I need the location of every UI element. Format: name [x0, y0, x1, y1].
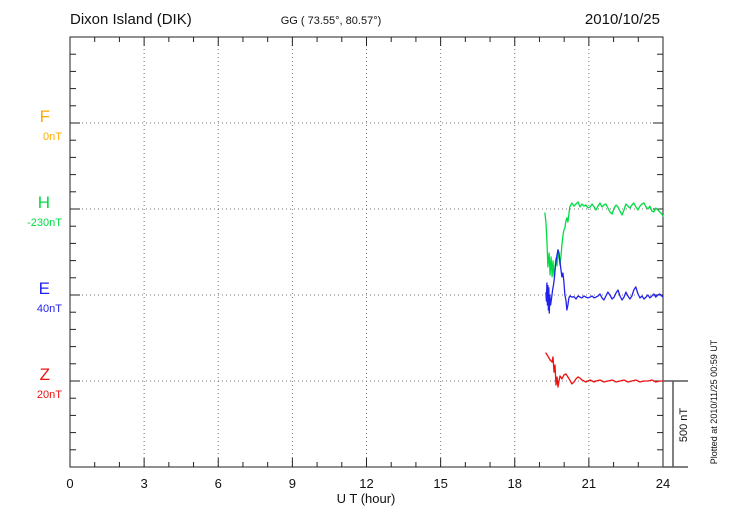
x-tick-label: 21 — [582, 476, 596, 491]
x-tick-label: 0 — [66, 476, 73, 491]
x-tick-label: 24 — [656, 476, 670, 491]
trace-Z — [545, 352, 664, 388]
x-tick-label: 3 — [141, 476, 148, 491]
station-title: Dixon Island (DIK) — [70, 11, 192, 28]
x-tick-label: 15 — [433, 476, 447, 491]
date-label: 2010/10/25 — [584, 11, 660, 28]
trace-H — [544, 201, 664, 278]
x-tick-label: 9 — [289, 476, 296, 491]
x-tick-label: 12 — [359, 476, 373, 491]
plotted-at-note: Plotted at 2010/11/25 00:59 UT — [709, 339, 719, 465]
coords-label: GG ( 73.55°, 80.57°) — [280, 15, 382, 27]
trace-E — [545, 249, 664, 314]
x-axis-title: U T (hour) — [336, 491, 396, 506]
scalebar-label: 500 nT — [678, 407, 690, 443]
x-tick-label: 18 — [508, 476, 522, 491]
x-tick-label: 6 — [215, 476, 222, 491]
